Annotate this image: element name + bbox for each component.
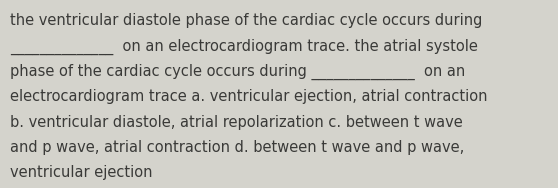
Text: ______________  on an electrocardiogram trace. the atrial systole: ______________ on an electrocardiogram t… — [10, 39, 478, 55]
Text: and p wave, atrial contraction d. between t wave and p wave,: and p wave, atrial contraction d. betwee… — [10, 140, 464, 155]
Text: the ventricular diastole phase of the cardiac cycle occurs during: the ventricular diastole phase of the ca… — [10, 13, 483, 28]
Text: phase of the cardiac cycle occurs during ______________  on an: phase of the cardiac cycle occurs during… — [10, 64, 465, 80]
Text: ventricular ejection: ventricular ejection — [10, 165, 152, 180]
Text: b. ventricular diastole, atrial repolarization c. between t wave: b. ventricular diastole, atrial repolari… — [10, 115, 463, 130]
Text: electrocardiogram trace a. ventricular ejection, atrial contraction: electrocardiogram trace a. ventricular e… — [10, 89, 488, 104]
